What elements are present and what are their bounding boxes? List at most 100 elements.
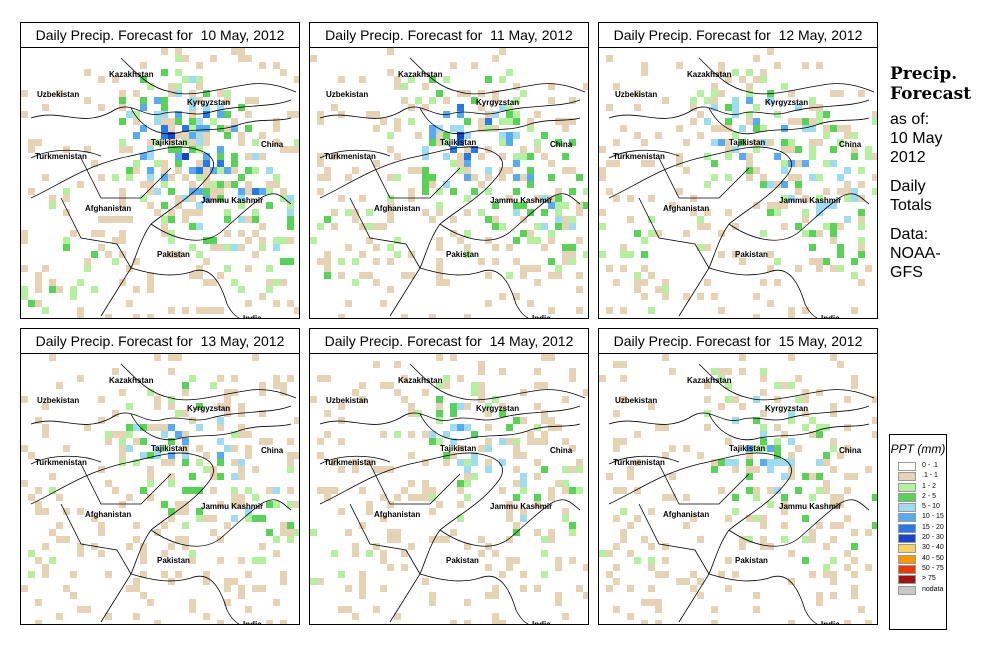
precip-cell: [499, 132, 506, 139]
precip-cell: [49, 286, 56, 293]
precip-cell: [676, 188, 683, 195]
precip-cell: [105, 613, 112, 620]
precip-cell: [380, 466, 387, 473]
precip-cell: [485, 592, 492, 599]
precip-cell: [224, 125, 231, 132]
precip-cell: [457, 153, 464, 160]
precip-cell: [485, 174, 492, 181]
precip-cell: [816, 62, 823, 69]
precip-cell: [802, 230, 809, 237]
precip-cell: [203, 167, 210, 174]
precip-cell: [732, 466, 739, 473]
precip-cell: [485, 445, 492, 452]
precip-cell: [520, 265, 527, 272]
precip-cell: [851, 146, 858, 153]
precip-cell: [641, 599, 648, 606]
precip-cell: [464, 543, 471, 550]
precip-cell: [648, 230, 655, 237]
precip-cell: [641, 293, 648, 300]
precip-cell: [457, 487, 464, 494]
precip-cell: [196, 209, 203, 216]
precip-cell: [844, 181, 851, 188]
precip-cell: [77, 279, 84, 286]
precip-cell: [338, 606, 345, 613]
precip-cell: [711, 368, 718, 375]
precip-cell: [408, 118, 415, 125]
precip-cell: [105, 431, 112, 438]
precip-cell: [231, 160, 238, 167]
precip-cell: [380, 494, 387, 501]
precip-cell: [203, 307, 210, 314]
precip-cell: [98, 396, 105, 403]
precip-cell: [760, 543, 767, 550]
map-label-jammu-kashmir: Jammu Kashmir: [201, 196, 264, 205]
precip-cell: [273, 501, 280, 508]
precip-cell: [35, 599, 42, 606]
precip-cell: [781, 536, 788, 543]
precip-cell: [133, 167, 140, 174]
precip-cell: [331, 223, 338, 230]
precip-cell: [210, 188, 217, 195]
map-svg: [21, 354, 299, 624]
precip-cell: [718, 368, 725, 375]
precip-cell: [380, 118, 387, 125]
precip-cell: [324, 174, 331, 181]
precip-cell: [231, 445, 238, 452]
precip-cell: [858, 223, 865, 230]
precip-cell: [788, 550, 795, 557]
precip-cell: [506, 424, 513, 431]
precip-cell: [294, 307, 299, 314]
precip-cell: [266, 487, 273, 494]
precip-cell: [697, 90, 704, 97]
boundary-line: [60, 197, 132, 269]
precip-cell: [217, 557, 224, 564]
precip-cell: [753, 167, 760, 174]
precip-cell: [42, 543, 49, 550]
precip-cell: [126, 216, 133, 223]
precip-cell: [711, 174, 718, 181]
precip-cell: [816, 258, 823, 265]
precip-cell: [464, 244, 471, 251]
precip-cell: [287, 529, 294, 536]
precip-cell: [569, 466, 576, 473]
precip-cell: [273, 487, 280, 494]
precip-cell: [534, 139, 541, 146]
precip-cell: [541, 244, 548, 251]
legend-item: 15 - 20: [890, 523, 946, 533]
precip-cell: [627, 216, 634, 223]
precip-cell: [795, 375, 802, 382]
precip-cell: [259, 223, 266, 230]
precip-cell: [513, 480, 520, 487]
sidebar-info: Precip. Forecast as of: 10 May 2012 Dail…: [890, 64, 980, 282]
precip-cell: [238, 592, 245, 599]
map-label-kazakhstan: Kazakhstan: [687, 70, 732, 79]
map-label-india: India: [821, 620, 840, 624]
precip-cell: [548, 174, 555, 181]
legend-swatch: [898, 523, 916, 533]
precip-cell: [858, 279, 865, 286]
precip-cell: [485, 188, 492, 195]
forecast-panel-6: Daily Precip. Forecast for 15 May, 2012 …: [598, 328, 878, 625]
precip-cell: [767, 251, 774, 258]
precip-cell: [513, 293, 520, 300]
precip-cell: [576, 487, 583, 494]
precip-cell: [499, 174, 506, 181]
precip-cell: [711, 459, 718, 466]
precip-cell: [324, 258, 331, 265]
precip-cell: [704, 382, 711, 389]
legend-item: 2 - 5: [890, 492, 946, 502]
precip-cell: [599, 167, 606, 174]
precip-cell: [788, 578, 795, 585]
precip-cell: [606, 160, 613, 167]
boundary-line: [130, 267, 240, 318]
precip-cell: [154, 403, 161, 410]
precip-cell: [175, 153, 182, 160]
precip-cell: [627, 613, 634, 620]
boundary-line: [728, 499, 870, 547]
precip-cell: [662, 97, 669, 104]
precip-cell: [77, 314, 84, 318]
precip-cell: [620, 307, 627, 314]
precip-cell: [133, 578, 140, 585]
precip-cell: [865, 529, 872, 536]
precip-cell: [774, 258, 781, 265]
